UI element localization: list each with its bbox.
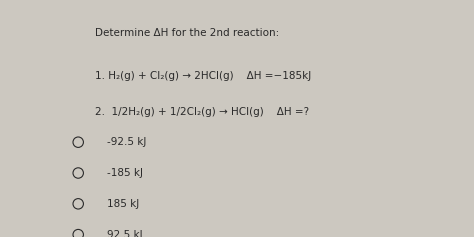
Text: 185 kJ: 185 kJ — [107, 199, 139, 209]
Text: -92.5 kJ: -92.5 kJ — [107, 137, 146, 147]
Text: 92.5 kJ: 92.5 kJ — [107, 230, 142, 237]
Text: 2.  1/2H₂(g) + 1/2Cl₂(g) → HCl(g)    ΔH =?: 2. 1/2H₂(g) + 1/2Cl₂(g) → HCl(g) ΔH =? — [95, 107, 309, 117]
Text: Determine ΔH for the 2nd reaction:: Determine ΔH for the 2nd reaction: — [95, 28, 279, 38]
Text: -185 kJ: -185 kJ — [107, 168, 143, 178]
Text: 1. H₂(g) + Cl₂(g) → 2HCl(g)    ΔH =−185kJ: 1. H₂(g) + Cl₂(g) → 2HCl(g) ΔH =−185kJ — [95, 71, 311, 81]
